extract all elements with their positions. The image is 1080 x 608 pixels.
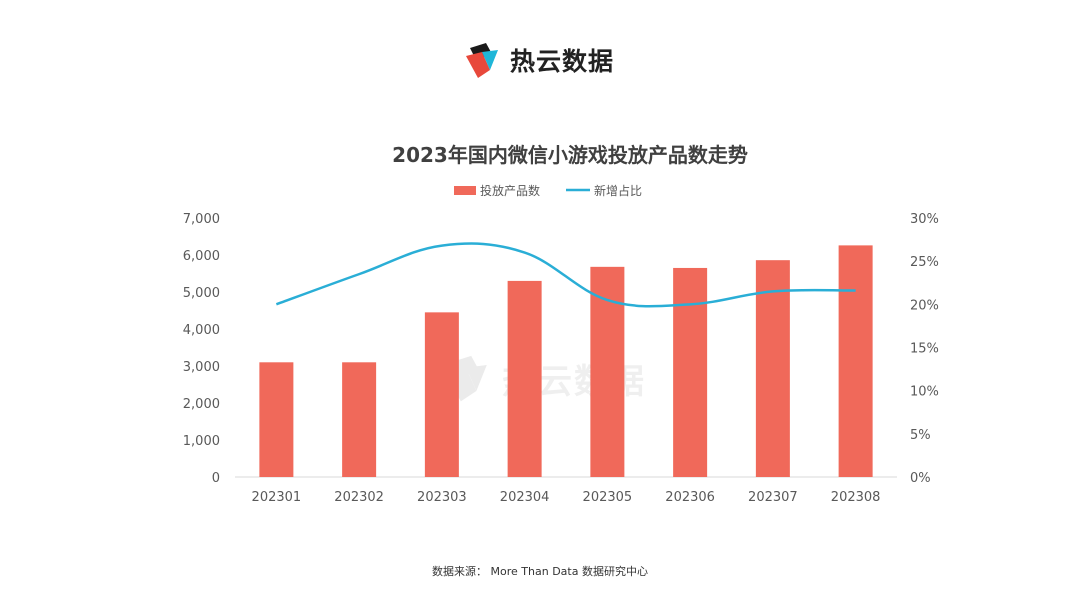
x-tick-label: 202307: [748, 490, 798, 505]
x-tick-label: 202306: [665, 490, 715, 505]
left-tick-label: 1,000: [183, 434, 220, 449]
right-tick-label: 25%: [910, 255, 939, 270]
right-tick-label: 30%: [910, 212, 939, 227]
right-tick-label: 5%: [910, 428, 931, 443]
bar-202305: [590, 266, 625, 477]
x-tick-label: 202303: [417, 490, 467, 505]
left-axis: 7,000 6,000 5,000 4,000 3,000 2,000 1,000 0: [183, 212, 220, 486]
right-tick-label: 0%: [910, 471, 931, 486]
bar-202302: [342, 362, 377, 477]
bar-202303: [424, 312, 459, 477]
legend: 投放产品数 新增占比: [454, 183, 642, 198]
line-series: [275, 242, 856, 308]
right-tick-label: 10%: [910, 385, 939, 400]
chart-title: 2023年国内微信小游戏投放产品数走势: [392, 143, 748, 167]
left-tick-label: 7,000: [183, 212, 220, 227]
bar-202304: [507, 280, 542, 477]
brand-name: 热云数据: [510, 47, 615, 76]
x-tick-label: 202308: [831, 490, 881, 505]
source-note: 数据来源： More Than Data 数据研究中心: [432, 565, 648, 578]
left-tick-label: 6,000: [183, 249, 220, 264]
x-axis-labels: 202301 202302 202303 202304 202305 202306 2023…: [252, 490, 881, 505]
bar-202308: [838, 245, 873, 477]
bar-series: [259, 245, 873, 477]
legend-bar-swatch: [454, 186, 476, 195]
bar-202307: [755, 260, 790, 477]
right-axis: 30% 25% 20% 15% 10% 5% 0%: [910, 212, 939, 486]
left-tick-label: 0: [212, 471, 220, 486]
left-tick-label: 3,000: [183, 360, 220, 375]
brand-logo-icon: [466, 43, 498, 78]
left-tick-label: 2,000: [183, 397, 220, 412]
right-tick-label: 15%: [910, 342, 939, 357]
x-tick-label: 202305: [583, 490, 633, 505]
left-tick-label: 4,000: [183, 323, 220, 338]
x-tick-label: 202301: [252, 490, 302, 505]
x-tick-label: 202302: [334, 490, 384, 505]
brand-logo-group: 热云数据: [462, 40, 614, 80]
legend-line-label: 新增占比: [594, 183, 642, 198]
bar-202301: [259, 362, 294, 477]
bar-202306: [673, 267, 708, 477]
right-tick-label: 20%: [910, 298, 939, 313]
legend-bar-label: 投放产品数: [480, 183, 540, 198]
x-tick-label: 202304: [500, 490, 550, 505]
left-tick-label: 5,000: [183, 286, 220, 301]
